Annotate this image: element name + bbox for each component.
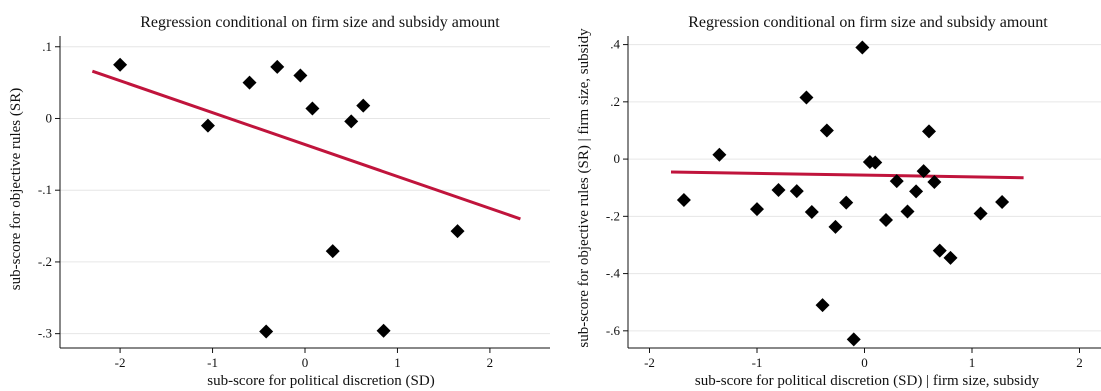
- left-x-tick-label: -2: [115, 355, 126, 370]
- right-data-point: [995, 195, 1010, 210]
- right-data-point: [846, 332, 861, 347]
- right-y-tick-label: 0: [614, 151, 621, 166]
- left-x-ticks: -2 -1 0 1 2: [115, 348, 493, 370]
- left-gridlines: [60, 46, 550, 335]
- left-data-point: [259, 324, 274, 339]
- right-fit-line: [670, 170, 1024, 180]
- right-data-point: [771, 182, 786, 197]
- left-data-points: [113, 57, 465, 339]
- left-y-tick-label: -.2: [38, 254, 52, 269]
- left-y-axis-label: sub-score for objective rules (SR): [8, 88, 24, 290]
- right-data-point: [973, 206, 988, 221]
- left-x-axis-label: sub-score for political discretion (SD): [207, 373, 434, 389]
- left-x-tick-label: 0: [302, 355, 309, 370]
- right-scatter-panel: Regression conditional on firm size and …: [576, 14, 1101, 389]
- right-data-point: [828, 219, 843, 234]
- right-data-point: [789, 184, 804, 199]
- left-data-point: [200, 118, 215, 133]
- right-data-point: [909, 184, 924, 199]
- left-y-tick-label: 0: [46, 110, 53, 125]
- right-data-point: [943, 250, 958, 265]
- right-y-tick-label: -.6: [606, 323, 621, 338]
- left-data-point: [305, 101, 320, 116]
- right-data-points: [676, 40, 1010, 347]
- left-data-point: [376, 323, 391, 338]
- right-y-tick-label: -.4: [606, 266, 621, 281]
- right-data-point: [819, 123, 834, 138]
- right-data-point: [712, 147, 727, 162]
- left-x-tick-label: 2: [487, 355, 494, 370]
- right-y-axis-label: sub-score for objective rules (SR) | fir…: [576, 28, 592, 348]
- left-data-point: [450, 224, 465, 239]
- right-x-tick-label: -1: [752, 355, 763, 370]
- right-gridlines: [628, 44, 1101, 332]
- right-data-point: [932, 243, 947, 258]
- right-data-point: [900, 204, 915, 219]
- left-x-tick-label: -1: [207, 355, 218, 370]
- right-data-point: [916, 164, 931, 179]
- left-data-point: [270, 59, 285, 74]
- right-data-point: [750, 202, 764, 217]
- right-data-point: [922, 124, 936, 139]
- left-data-point: [356, 98, 371, 113]
- left-data-point: [113, 57, 128, 72]
- left-y-tick-label: .1: [42, 39, 52, 54]
- right-data-point: [879, 213, 893, 228]
- left-data-point: [344, 114, 359, 129]
- right-data-point: [676, 193, 691, 208]
- right-y-ticks: .4 .2 0 -.2 -.4 -.6: [606, 37, 628, 338]
- right-x-tick-label: -2: [644, 355, 655, 370]
- left-chart-title: Regression conditional on firm size and …: [140, 14, 500, 31]
- left-y-tick-label: -.1: [38, 182, 52, 197]
- right-y-tick-label: .4: [610, 37, 620, 52]
- right-x-tick-label: 1: [969, 355, 976, 370]
- right-y-tick-label: .2: [610, 94, 620, 109]
- left-data-point: [293, 68, 308, 83]
- left-data-point: [325, 244, 340, 259]
- left-fit-line: [91, 69, 521, 221]
- right-fit-line-group: [670, 170, 1024, 180]
- right-data-point: [855, 40, 870, 55]
- left-scatter-panel: Regression conditional on firm size and …: [8, 14, 550, 389]
- right-x-axis-label: sub-score for political discretion (SD) …: [695, 373, 1040, 389]
- left-y-tick-label: -.3: [38, 326, 52, 341]
- right-data-point: [804, 205, 819, 220]
- right-x-tick-label: 0: [861, 355, 868, 370]
- right-data-point: [815, 298, 830, 313]
- right-y-tick-label: -.2: [606, 208, 620, 223]
- left-data-point: [242, 75, 257, 90]
- right-x-tick-label: 2: [1076, 355, 1083, 370]
- left-y-ticks: .1 0 -.1 -.2 -.3: [38, 39, 60, 341]
- right-chart-title: Regression conditional on firm size and …: [688, 14, 1048, 31]
- right-data-point: [927, 174, 942, 189]
- right-x-ticks: -2 -1 0 1 2: [644, 348, 1083, 370]
- left-fit-line-group: [91, 69, 521, 221]
- left-x-tick-label: 1: [394, 355, 401, 370]
- right-data-point: [799, 90, 814, 105]
- right-data-point: [868, 155, 883, 170]
- right-data-point: [889, 174, 904, 189]
- right-data-point: [839, 195, 854, 210]
